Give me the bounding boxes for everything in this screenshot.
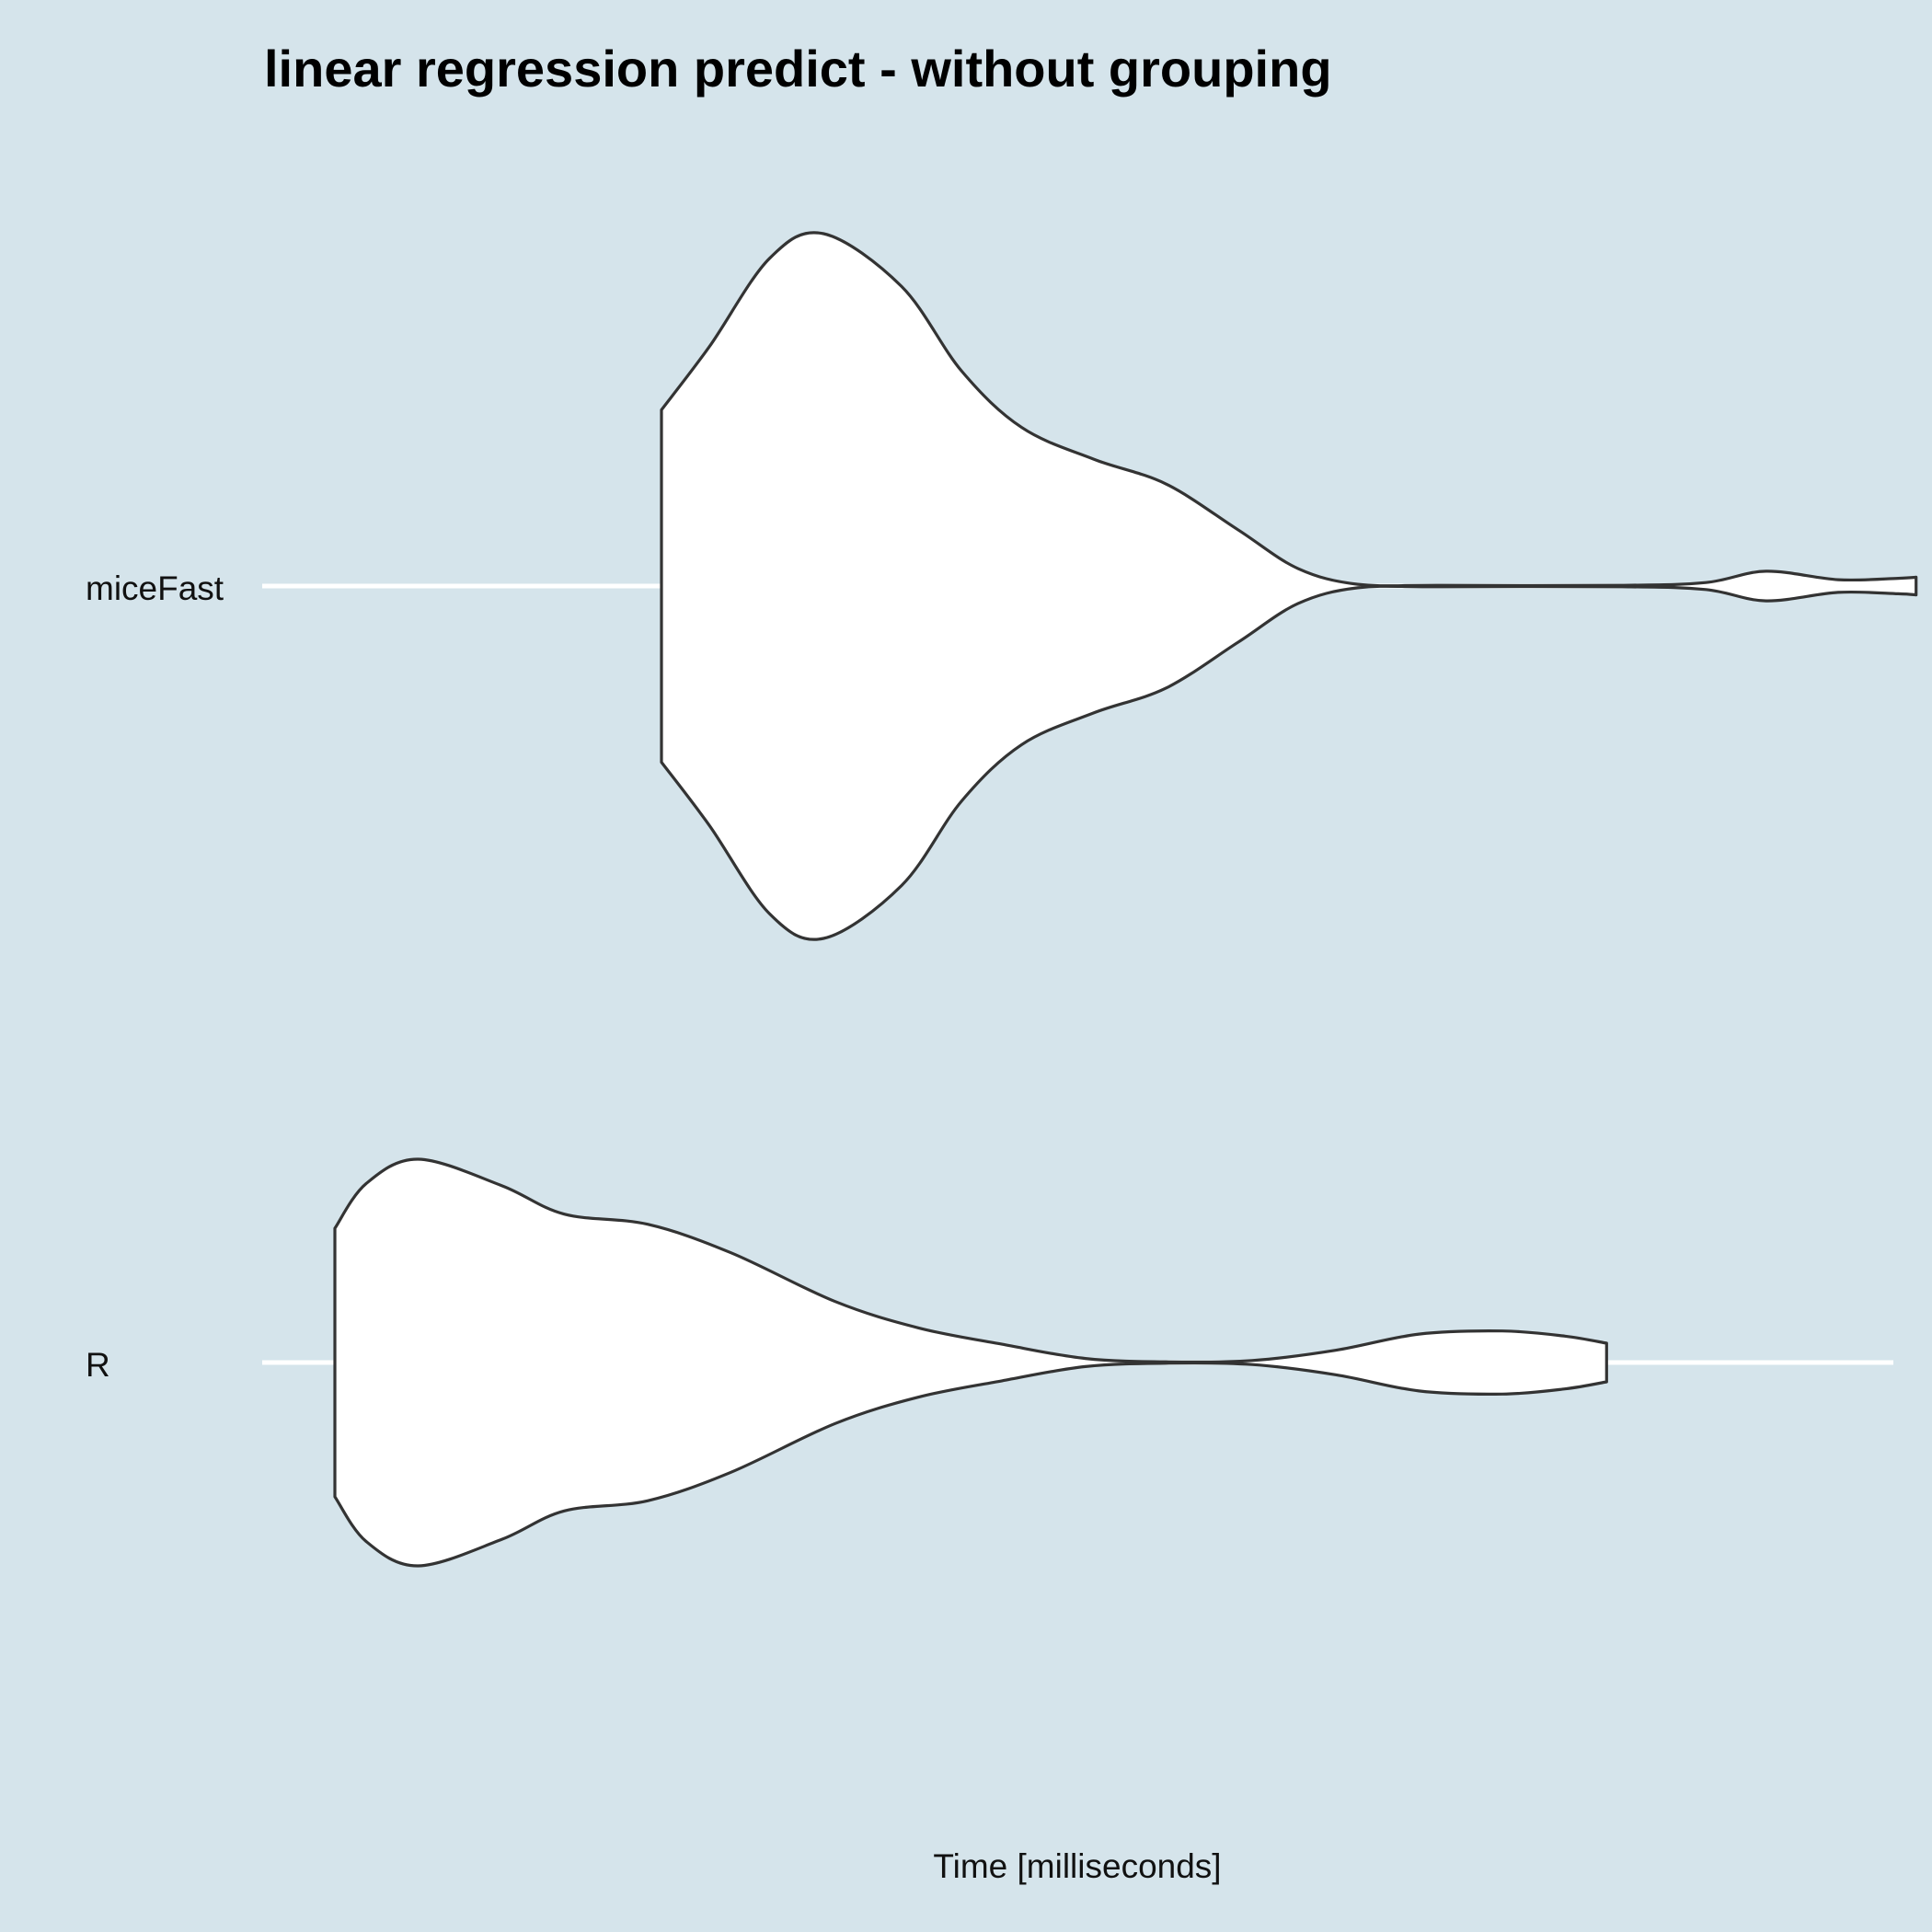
violins [333,231,1918,1568]
chart-title: linear regression predict - without grou… [264,40,1332,98]
violin-r [333,1157,1608,1568]
y-tick-label-micefast: miceFast [86,569,224,607]
x-axis-title: Time [milliseconds] [933,1847,1221,1885]
y-axis-labels: miceFast R [86,569,224,1384]
y-tick-label-r: R [86,1346,110,1384]
violin-micefast [660,231,1918,941]
